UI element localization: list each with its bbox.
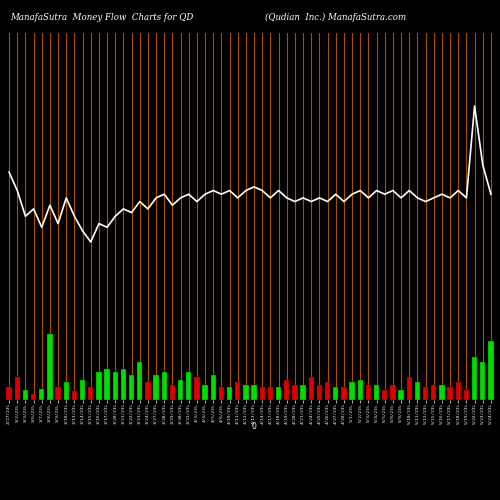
Bar bbox=[260, 388, 265, 400]
Bar bbox=[292, 384, 298, 400]
Bar bbox=[488, 342, 494, 400]
Bar bbox=[23, 390, 28, 400]
Bar bbox=[6, 388, 12, 400]
Bar bbox=[227, 388, 232, 400]
Bar bbox=[252, 384, 256, 400]
Bar bbox=[170, 384, 175, 400]
Bar bbox=[72, 391, 77, 400]
Bar bbox=[48, 334, 52, 400]
Bar bbox=[39, 389, 44, 400]
Bar bbox=[358, 380, 363, 400]
Text: ManafaSutra  Money Flow  Charts for QD: ManafaSutra Money Flow Charts for QD bbox=[10, 12, 193, 22]
Bar bbox=[162, 372, 167, 400]
Bar bbox=[235, 382, 240, 400]
Bar bbox=[342, 388, 346, 400]
Bar bbox=[325, 382, 330, 400]
Bar bbox=[406, 377, 412, 400]
Bar bbox=[284, 380, 290, 400]
Bar bbox=[137, 362, 142, 400]
Bar bbox=[268, 388, 273, 400]
Bar bbox=[178, 380, 183, 400]
Bar bbox=[440, 384, 444, 400]
Bar bbox=[480, 362, 486, 400]
Bar bbox=[186, 372, 192, 400]
Bar bbox=[448, 388, 452, 400]
Text: (Qudian  Inc.) ManafaSutra.com: (Qudian Inc.) ManafaSutra.com bbox=[265, 12, 406, 22]
Bar bbox=[194, 377, 200, 400]
Bar bbox=[210, 374, 216, 400]
Bar bbox=[390, 384, 396, 400]
Bar bbox=[31, 394, 36, 400]
Bar bbox=[464, 390, 469, 400]
Bar bbox=[64, 382, 69, 400]
Bar bbox=[398, 390, 404, 400]
Bar bbox=[472, 356, 477, 400]
Bar bbox=[456, 382, 461, 400]
Bar bbox=[382, 390, 388, 400]
Bar bbox=[431, 384, 436, 400]
Text: 0: 0 bbox=[252, 422, 256, 431]
Bar bbox=[96, 372, 102, 400]
Bar bbox=[80, 380, 85, 400]
Bar bbox=[244, 384, 248, 400]
Bar bbox=[104, 370, 110, 400]
Bar bbox=[112, 372, 118, 400]
Bar bbox=[308, 377, 314, 400]
Bar bbox=[300, 384, 306, 400]
Bar bbox=[219, 388, 224, 400]
Bar bbox=[276, 388, 281, 400]
Bar bbox=[129, 374, 134, 400]
Bar bbox=[154, 374, 158, 400]
Bar bbox=[56, 388, 60, 400]
Bar bbox=[415, 382, 420, 400]
Bar bbox=[333, 388, 338, 400]
Bar bbox=[350, 382, 354, 400]
Bar bbox=[423, 388, 428, 400]
Bar bbox=[88, 388, 94, 400]
Bar bbox=[121, 370, 126, 400]
Bar bbox=[202, 384, 207, 400]
Bar bbox=[146, 382, 150, 400]
Bar bbox=[374, 384, 379, 400]
Bar bbox=[14, 377, 20, 400]
Bar bbox=[317, 384, 322, 400]
Bar bbox=[366, 384, 371, 400]
